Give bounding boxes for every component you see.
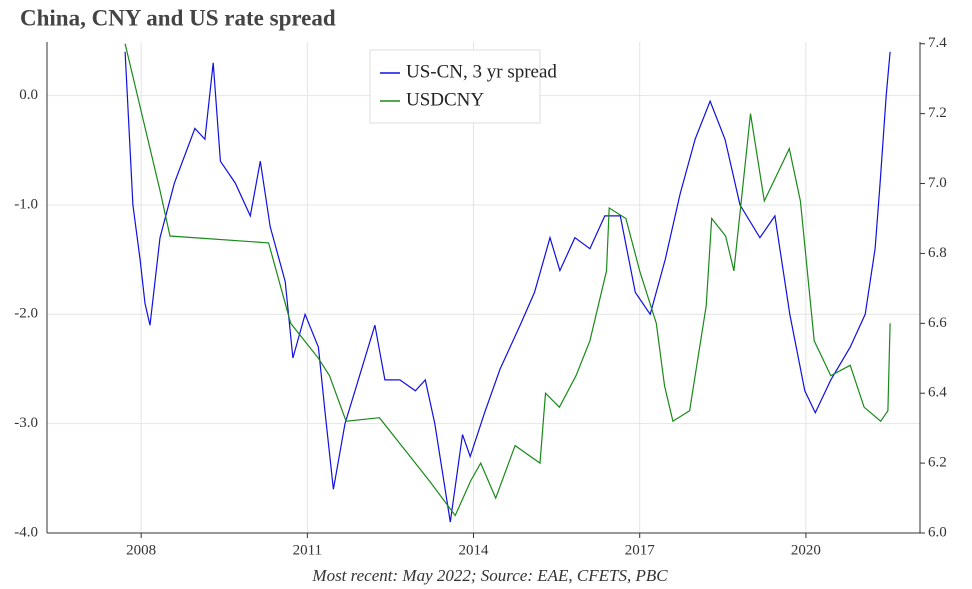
y2-tick-label: 7.4 [928, 35, 947, 51]
y-tick-label: -4.0 [14, 524, 38, 540]
series-line [124, 43, 891, 517]
y2-tick-label: 6.4 [928, 385, 947, 401]
y-tick-label: -3.0 [14, 415, 38, 431]
y2-tick-label: 7.0 [928, 175, 947, 191]
x-tick-label: 2008 [126, 542, 156, 558]
x-tick-label: 2017 [625, 542, 656, 558]
y2-tick-label: 6.6 [928, 315, 947, 331]
footnote: Most recent: May 2022; Source: EAE, CFET… [311, 566, 668, 585]
chart-title: China, CNY and US rate spread [20, 5, 336, 30]
y2-tick-label: 6.8 [928, 245, 947, 261]
y2-tick-label: 6.0 [928, 524, 947, 540]
x-tick-label: 2014 [459, 542, 490, 558]
y2-tick-label: 7.2 [928, 105, 947, 121]
y-tick-label: -1.0 [14, 196, 38, 212]
legend-label: USDCNY [406, 89, 484, 110]
x-tick-label: 2011 [293, 542, 322, 558]
legend-label: US-CN, 3 yr spread [406, 61, 557, 82]
legend-box [369, 49, 541, 124]
series-line [124, 51, 891, 523]
x-tick-label: 2020 [791, 542, 821, 558]
y-tick-label: -2.0 [14, 306, 38, 322]
y2-tick-label: 6.2 [928, 455, 947, 471]
y-tick-label: 0.0 [19, 87, 38, 103]
